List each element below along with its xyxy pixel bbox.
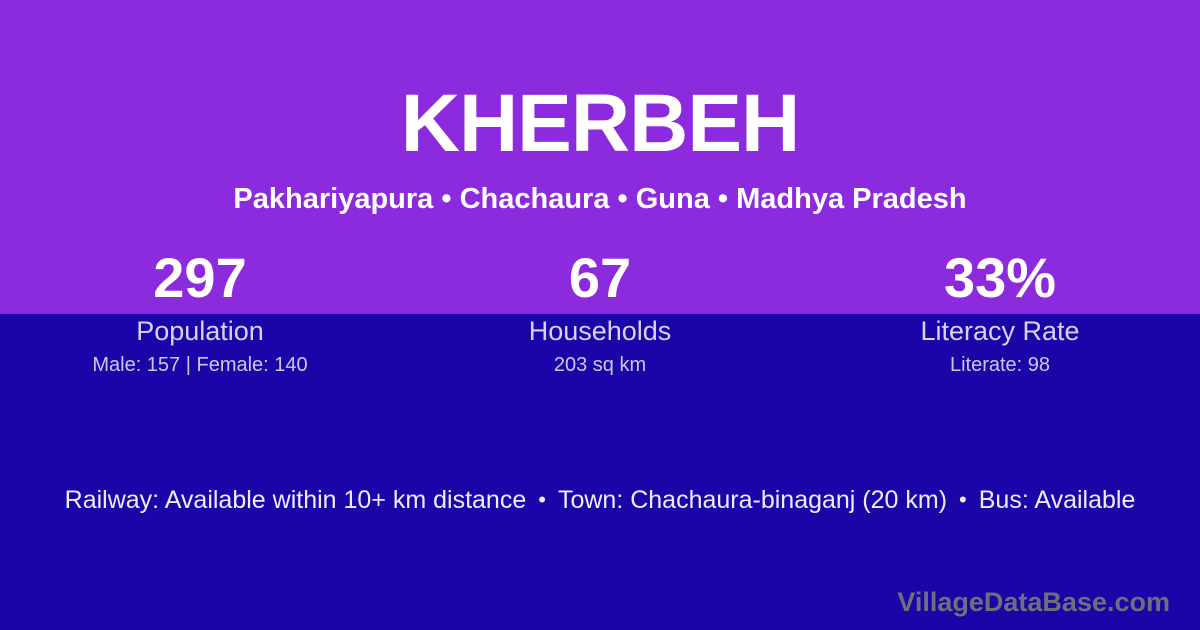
transport-info-line: Railway: Available within 10+ km distanc… [0, 483, 1200, 517]
literacy-detail: Literate: 98 [949, 354, 1051, 376]
bullet-separator: • [959, 487, 967, 512]
population-value: 297 [153, 246, 247, 309]
bus-info: Bus: Available [978, 486, 1136, 514]
site-watermark: VillageDataBase.com [897, 587, 1170, 617]
stats-row: 297 Population Male: 157 | Female: 140 6… [0, 246, 1200, 377]
households-label: Households [528, 316, 672, 346]
railway-info: Railway: Available within 10+ km distanc… [64, 486, 527, 514]
town-info: Town: Chachaura-binaganj (20 km) [557, 486, 948, 514]
village-title: KHERBEH [400, 78, 800, 169]
location-breadcrumb: Pakhariyapura • Chachaura • Guna • Madhy… [233, 183, 967, 215]
households-value: 67 [568, 246, 632, 309]
stat-households: 67 Households 203 sq km [400, 246, 800, 377]
population-label: Population [136, 316, 264, 346]
households-detail: 203 sq km [553, 354, 647, 376]
stat-population: 297 Population Male: 157 | Female: 140 [0, 246, 400, 377]
population-detail: Male: 157 | Female: 140 [92, 354, 308, 376]
stat-literacy: 33% Literacy Rate Literate: 98 [800, 246, 1200, 377]
literacy-value: 33% [943, 246, 1057, 309]
literacy-label: Literacy Rate [920, 316, 1080, 346]
bullet-separator: • [538, 487, 546, 512]
